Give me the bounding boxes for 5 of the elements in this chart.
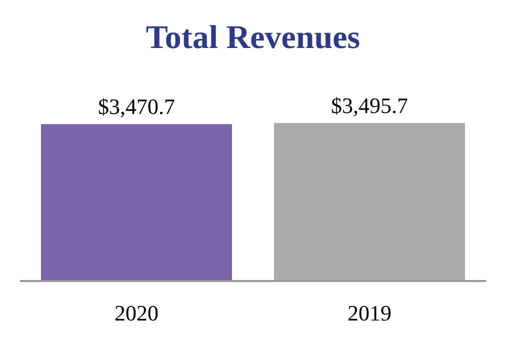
- x-tick-label: 2020: [114, 300, 158, 326]
- data-label: $3,495.7: [330, 93, 408, 118]
- chart-title: Total Revenues: [144, 18, 362, 58]
- x-tick-label: 2019: [348, 300, 392, 326]
- data-label: $3,470.7: [98, 94, 175, 120]
